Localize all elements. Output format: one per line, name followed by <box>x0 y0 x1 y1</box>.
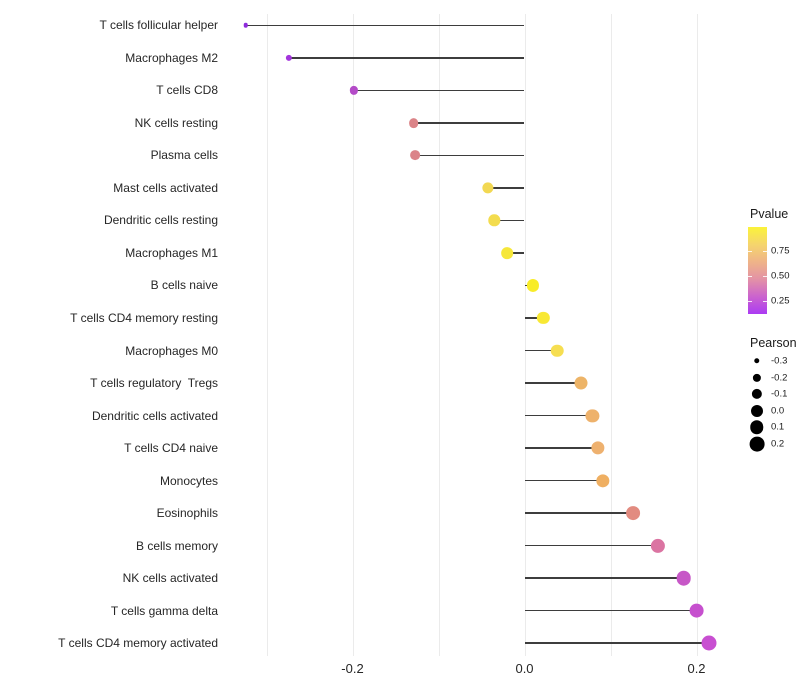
y-axis-label: Dendritic cells resting <box>103 213 218 228</box>
y-axis-label: Macrophages M0 <box>125 343 218 358</box>
lollipop-dot <box>676 570 691 586</box>
lollipop-stem <box>524 317 544 319</box>
legend-pvalue-title: Pvalue <box>750 207 789 221</box>
y-axis-label: NK cells resting <box>134 115 218 130</box>
pearson-size-dot <box>752 373 762 382</box>
y-axis-label: Macrophages M2 <box>125 50 218 65</box>
lollipop-dot <box>481 182 494 194</box>
lollipop-stem <box>507 252 525 254</box>
lollipop-stem <box>415 154 525 157</box>
lollipop-stem <box>524 479 603 482</box>
lollipop-stem <box>524 349 558 352</box>
pearson-size-label: -0.1 <box>771 388 788 400</box>
pearson-size-dot <box>751 404 763 417</box>
y-axis-label: T cells regulatory Tregs <box>90 376 218 391</box>
lollipop-stem <box>354 89 525 92</box>
lollipop-dot <box>574 376 588 390</box>
y-axis-label: Macrophages M1 <box>125 245 218 260</box>
lollipop-dot <box>501 247 514 259</box>
colorbar-tick-label: 0.25 <box>771 295 790 307</box>
lollipop-dot <box>488 214 501 227</box>
y-axis-label: T cells CD8 <box>156 83 218 98</box>
y-axis-label: Mast cells activated <box>113 180 218 195</box>
y-axis-label: T cells CD4 memory activated <box>58 636 218 651</box>
lollipop-dot <box>527 279 540 292</box>
y-axis-label: NK cells activated <box>122 571 218 586</box>
colorbar-tick <box>748 276 752 277</box>
gridline <box>352 14 354 656</box>
pearson-size-dot <box>750 420 764 435</box>
y-axis-label: B cells memory <box>135 538 218 553</box>
lollipop-dot <box>550 344 564 357</box>
gridline <box>438 14 440 656</box>
pearson-size-label: 0.2 <box>771 438 785 450</box>
pearson-size-label: 0.0 <box>771 405 785 417</box>
legend-pearson: Pearson -0.3 -0.2 -0.1 0.0 0.1 0.2 <box>748 336 800 461</box>
lollipop-dot <box>701 635 717 651</box>
lollipop-dot <box>596 473 610 488</box>
lollipop-stem <box>413 122 525 124</box>
lollipop-stem <box>524 447 598 449</box>
x-tick-label: -0.2 <box>341 661 364 676</box>
lollipop-dot <box>537 311 550 325</box>
lollipop-stem <box>524 512 633 514</box>
lollipop-dot <box>408 118 419 128</box>
y-axis-label: T cells CD4 memory resting <box>70 310 218 325</box>
lollipop-stem <box>524 382 582 384</box>
lollipop-stem <box>524 544 658 547</box>
pearson-size-dot <box>749 436 765 452</box>
y-axis-label: Monocytes <box>159 473 218 488</box>
y-axis-label: T cells follicular helper <box>99 18 219 33</box>
y-axis-label: T cells CD4 naive <box>124 441 218 456</box>
colorbar-tick <box>763 251 767 252</box>
lollipop-dot <box>625 506 640 521</box>
lollipop-dot <box>243 23 249 28</box>
lollipop-dot <box>585 408 600 423</box>
x-tick-label: 0.2 <box>687 661 706 676</box>
y-axis-label: Eosinophils <box>156 506 218 521</box>
pvalue-colorbar <box>748 227 767 314</box>
pearson-size-label: -0.3 <box>771 355 788 367</box>
colorbar-tick-label: 0.75 <box>771 245 790 257</box>
lollipop-stem <box>524 577 684 579</box>
lollipop-stem <box>487 187 525 189</box>
gridline <box>696 14 698 656</box>
lollipop-dot <box>410 150 421 161</box>
legend-pvalue: Pvalue 0.75 0.50 0.25 <box>748 207 800 332</box>
lollipop-dot <box>350 86 359 95</box>
y-axis-label: Plasma cells <box>150 148 218 163</box>
gridline <box>610 14 612 656</box>
pearson-size-dot <box>751 389 763 400</box>
pearson-size-dot <box>754 358 760 364</box>
lollipop-stem <box>494 219 525 222</box>
lollipop-stem <box>524 642 710 644</box>
colorbar-tick <box>748 251 752 252</box>
lollipop-stem <box>524 414 593 417</box>
gridline <box>524 14 526 656</box>
lollipop-dot <box>285 54 293 61</box>
colorbar-tick <box>763 276 767 277</box>
lollipop-stem <box>288 57 525 59</box>
pearson-size-label: 0.1 <box>771 421 785 433</box>
legend-pearson-title: Pearson <box>750 336 797 350</box>
lollipop-stem <box>524 609 697 612</box>
colorbar-tick-label: 0.50 <box>771 270 790 282</box>
y-axis-label: B cells naive <box>150 278 218 293</box>
colorbar-tick <box>748 301 752 302</box>
y-axis-label: Dendritic cells activated <box>91 408 218 423</box>
pearson-size-label: -0.2 <box>771 372 788 384</box>
x-tick-label: 0.0 <box>515 661 534 676</box>
gridline <box>266 14 268 656</box>
lollipop-dot <box>689 603 704 619</box>
y-axis-label: T cells gamma delta <box>110 603 218 618</box>
colorbar-tick <box>763 301 767 302</box>
lollipop-stem <box>245 24 525 26</box>
lollipop-dot <box>590 441 605 455</box>
lollipop-dot <box>650 538 665 553</box>
